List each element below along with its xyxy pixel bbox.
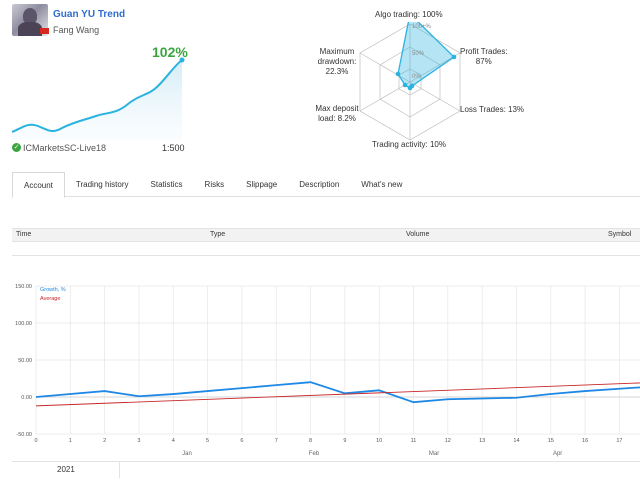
series-average-line bbox=[35, 382, 640, 407]
tab-statistics[interactable]: Statistics bbox=[150, 180, 183, 189]
x-tick-label: 10 bbox=[376, 438, 382, 444]
table-row bbox=[12, 242, 640, 256]
tab-slippage[interactable]: Slippage bbox=[246, 180, 278, 189]
y-tick-label: -50.00 bbox=[16, 432, 32, 438]
tab-trading-history[interactable]: Trading history bbox=[75, 180, 129, 189]
column-volume[interactable]: Volume bbox=[406, 231, 430, 238]
radar-label-loss: Loss Trades: 13% bbox=[460, 105, 525, 114]
month-label: Jan bbox=[182, 451, 192, 457]
signal-name[interactable]: Guan YU Trend bbox=[53, 9, 126, 20]
x-tick-label: 2 bbox=[103, 438, 106, 444]
radar-label-algo: Algo trading: 100% bbox=[375, 10, 443, 19]
month-label: Mar bbox=[429, 451, 439, 457]
legend-growth: Growth, % bbox=[40, 287, 66, 293]
china-flag-icon bbox=[40, 28, 49, 34]
tab-description[interactable]: Description bbox=[299, 180, 340, 189]
series-growth-line bbox=[35, 381, 640, 404]
x-tick-label: 11 bbox=[411, 438, 417, 444]
x-tick-label: 17 bbox=[616, 438, 622, 444]
tab-account[interactable]: Account bbox=[12, 172, 65, 198]
x-tick-label: 1 bbox=[69, 438, 72, 444]
y-tick-label: 50.00 bbox=[18, 358, 32, 364]
legend-average: Average bbox=[40, 296, 60, 302]
radar-chart: 100+% 50% 0% bbox=[359, 22, 461, 140]
verified-check-icon: ✓ bbox=[12, 143, 21, 152]
x-tick-label: 12 bbox=[445, 438, 451, 444]
radar-values-area bbox=[397, 22, 456, 89]
radar-label-max-drawdown: Maximum drawdown: 22.3% bbox=[317, 47, 357, 76]
x-tick-label: 6 bbox=[240, 438, 243, 444]
tab-risks[interactable]: Risks bbox=[204, 180, 225, 189]
y-tick-label: 0.00 bbox=[21, 395, 32, 401]
x-tick-label: 13 bbox=[479, 438, 485, 444]
x-tick-label: 4 bbox=[172, 438, 175, 444]
y-tick-label: 100.00 bbox=[15, 321, 32, 327]
x-tick-label: 7 bbox=[275, 438, 278, 444]
broker-server[interactable]: ICMarketsSC-Live18 bbox=[23, 143, 107, 153]
month-label: Apr bbox=[553, 451, 562, 457]
radar-ring-label: 100+% bbox=[412, 24, 432, 30]
x-tick-label: 9 bbox=[343, 438, 346, 444]
x-tick-label: 16 bbox=[582, 438, 588, 444]
x-tick-label: 5 bbox=[206, 438, 209, 444]
radar-ring-label: 50% bbox=[412, 51, 425, 57]
x-tick-label: 15 bbox=[548, 438, 554, 444]
leverage: 1:500 bbox=[162, 143, 185, 153]
positions-table-header: Time Type Volume Symbol bbox=[12, 228, 640, 242]
x-tick-label: 8 bbox=[309, 438, 312, 444]
radar-ring-label: 0% bbox=[412, 74, 421, 80]
x-tick-label: 14 bbox=[513, 438, 519, 444]
column-time[interactable]: Time bbox=[16, 231, 32, 238]
year-row: 2021 bbox=[12, 461, 640, 478]
column-type[interactable]: Type bbox=[210, 231, 226, 238]
mini-growth-line bbox=[11, 59, 183, 133]
author-name[interactable]: Fang Wang bbox=[53, 25, 100, 35]
year-label: 2021 bbox=[57, 465, 75, 474]
x-tick-label: 3 bbox=[137, 438, 140, 444]
tab-whats-new[interactable]: What's new bbox=[361, 180, 403, 189]
y-tick-label: 150.00 bbox=[15, 284, 32, 290]
month-label: Feb bbox=[309, 451, 320, 457]
radar-label-max-deposit: Max deposit load: 8.2% bbox=[315, 104, 359, 123]
x-tick-label: 0 bbox=[34, 438, 37, 444]
radar-label-profit: Profit Trades: 87% bbox=[460, 47, 508, 66]
growth-percent: 102% bbox=[152, 44, 188, 60]
mini-growth-endpoint bbox=[179, 57, 185, 63]
mini-growth-chart bbox=[11, 57, 185, 140]
radar-label-activity: Trading activity: 10% bbox=[372, 140, 446, 149]
tab-bar: Account Trading history Statistics Risks… bbox=[12, 172, 640, 198]
column-symbol[interactable]: Symbol bbox=[608, 231, 632, 238]
avatar[interactable] bbox=[12, 4, 48, 36]
